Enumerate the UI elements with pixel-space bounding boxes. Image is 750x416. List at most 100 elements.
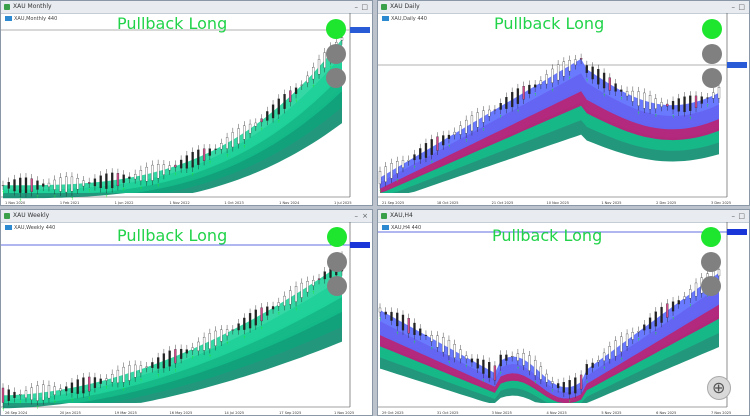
signal-light-gray[interactable]: [326, 68, 346, 88]
chart-window-daily[interactable]: XAU Daily – □ XAU,Daily 440 ↑ ↑ ↑ ↑ ↑ ↑ ↑ ↑ ↑ ↑ ↑ ↑…: [377, 0, 750, 206]
candle: [122, 366, 125, 383]
chart-window-weekly[interactable]: XAU Weekly – × XAU,Weekly 440 ↑ ↑ ↑ ↑ ↑ ↑ ↑ ↑ ↑ ↑…: [0, 209, 373, 416]
buy-signal-arrow: ↑: [2, 190, 5, 195]
candle: [191, 347, 194, 351]
close-icon[interactable]: ×: [362, 212, 368, 220]
ma-ribbon-band: [3, 278, 342, 403]
signal-light-gray[interactable]: [327, 276, 347, 296]
price-chart[interactable]: ↑ ↑ ↑ ↑ ↑ ↑ ↑ ↑ ↑ ↑ ↑ ↑ ↑ ↑ ↑ ↑ ↑ ↑ ↑ ↑ 29 Oct 2025 31 Oct 20…: [378, 222, 750, 416]
price-chart[interactable]: ↑↑↑ ↑ ↑↑↑↑ ↑ ↑↑ ↑↑↑↑↑↑↑↑↑1 Nov 2020 1 Feb 2021…: [1, 13, 373, 206]
buy-signal-arrow: ↑: [105, 385, 108, 390]
buy-signal-arrow: ↑: [430, 159, 433, 164]
buy-signal-arrow: ↑: [53, 400, 56, 405]
candle: [568, 60, 571, 72]
price-chart[interactable]: ↑ ↑ ↑ ↑ ↑ ↑ ↑ ↑ ↑ ↑ ↑ ↑ ↑ ↑ ↑ ↑ ↑ ↑ ↑ ↑ 21 Sep 2025 18 Oct 20…: [378, 13, 750, 206]
candle: [139, 365, 143, 373]
candle: [70, 382, 74, 393]
candle: [637, 91, 640, 106]
candle: [47, 385, 51, 399]
buy-signal-arrow: ↑: [88, 188, 91, 193]
minimize-icon[interactable]: –: [731, 3, 736, 11]
window-titlebar[interactable]: XAU Weekly – ×: [1, 210, 372, 223]
buy-signal-arrow: ↑: [243, 144, 246, 149]
candle: [24, 177, 28, 194]
signal-light-gray[interactable]: [702, 68, 722, 88]
candle: [499, 354, 502, 367]
candle: [516, 88, 520, 104]
signal-light-green[interactable]: [701, 227, 721, 247]
signal-light-green[interactable]: [326, 19, 346, 39]
candle: [70, 176, 74, 192]
buy-signal-arrow: ↑: [413, 339, 416, 344]
maximize-icon[interactable]: □: [738, 212, 745, 220]
candle: [470, 115, 474, 132]
candle: [689, 289, 692, 299]
signal-light-green[interactable]: [327, 227, 347, 247]
candle: [505, 354, 508, 361]
candle: [493, 365, 497, 381]
signal-banner: Pullback Long: [117, 14, 228, 33]
chart-legend: XAU,H4 440: [382, 225, 421, 231]
window-titlebar[interactable]: XAU Monthly – □: [1, 1, 372, 14]
signal-light-gray[interactable]: [701, 276, 721, 296]
candle: [407, 159, 410, 162]
candle: [260, 307, 263, 322]
chart-legend: XAU,Monthly 440: [5, 16, 57, 22]
candle: [666, 303, 669, 318]
minimize-icon[interactable]: –: [354, 212, 359, 220]
candle: [317, 278, 321, 280]
candle: [202, 336, 206, 351]
candle: [208, 148, 211, 156]
signal-banner: Pullback Long: [492, 226, 603, 245]
candle: [317, 59, 321, 75]
candle: [545, 74, 548, 85]
signal-light-gray[interactable]: [701, 252, 721, 272]
time-axis-label: 2 Dec 2025: [656, 201, 676, 205]
zoom-button[interactable]: ⊕: [707, 376, 731, 400]
candle: [579, 374, 583, 390]
minimize-icon[interactable]: –: [354, 3, 359, 11]
current-price-tag: [727, 62, 747, 68]
buy-signal-arrow: ↑: [620, 356, 623, 361]
window-icon: [381, 3, 387, 10]
maximize-icon[interactable]: □: [738, 3, 745, 11]
buy-signal-arrow: ↑: [70, 397, 73, 402]
buy-signal-arrow: ↑: [689, 303, 692, 308]
buy-signal-arrow: ↑: [139, 185, 142, 190]
candle: [499, 103, 502, 110]
window-titlebar[interactable]: XAU Daily – □: [378, 1, 749, 14]
minimize-icon[interactable]: –: [731, 212, 736, 220]
candle: [214, 148, 217, 150]
signal-light-gray[interactable]: [326, 44, 346, 64]
candle: [134, 364, 137, 378]
candle: [93, 377, 97, 389]
chart-window-monthly[interactable]: XAU Monthly – □ XAU,Monthly 440 ↑ ↑ ↑ ↑ ↑ ↑ ↑ ↑…: [0, 0, 373, 206]
buy-signal-arrow: ↑: [19, 197, 22, 202]
buy-signal-arrow: ↑: [654, 331, 657, 336]
signal-light-gray[interactable]: [702, 44, 722, 64]
buy-signal-arrow: ↑: [568, 76, 571, 81]
candle: [254, 122, 257, 127]
candle: [574, 377, 577, 394]
candle: [13, 391, 16, 398]
chart-window-h4[interactable]: XAU,H4 – □ XAU,H4 440 ↑ ↑ ↑ ↑ ↑ ↑ ↑ ↑ ↑ ↑ ↑ ↑ ↑ ↑ ↑ ↑ ↑ ↑…: [377, 209, 750, 416]
buy-signal-arrow: ↑: [105, 193, 108, 198]
signal-light-green[interactable]: [702, 19, 722, 39]
candle: [648, 95, 652, 110]
candle: [65, 176, 68, 193]
symbol-icon: [382, 225, 389, 230]
candle: [266, 111, 269, 121]
maximize-icon[interactable]: □: [361, 3, 368, 11]
candle: [105, 173, 108, 189]
time-axis-label: 19 Mar 2025: [115, 411, 137, 415]
buy-signal-arrow: ↑: [174, 368, 177, 373]
signal-banner: Pullback Long: [117, 226, 228, 245]
window-titlebar[interactable]: XAU,H4 – □: [378, 210, 749, 223]
candle: [145, 366, 148, 368]
signal-light-gray[interactable]: [327, 252, 347, 272]
candle: [88, 182, 91, 184]
buy-signal-arrow: ↑: [551, 87, 554, 92]
candle: [447, 339, 451, 356]
buy-signal-arrow: ↑: [277, 311, 280, 316]
